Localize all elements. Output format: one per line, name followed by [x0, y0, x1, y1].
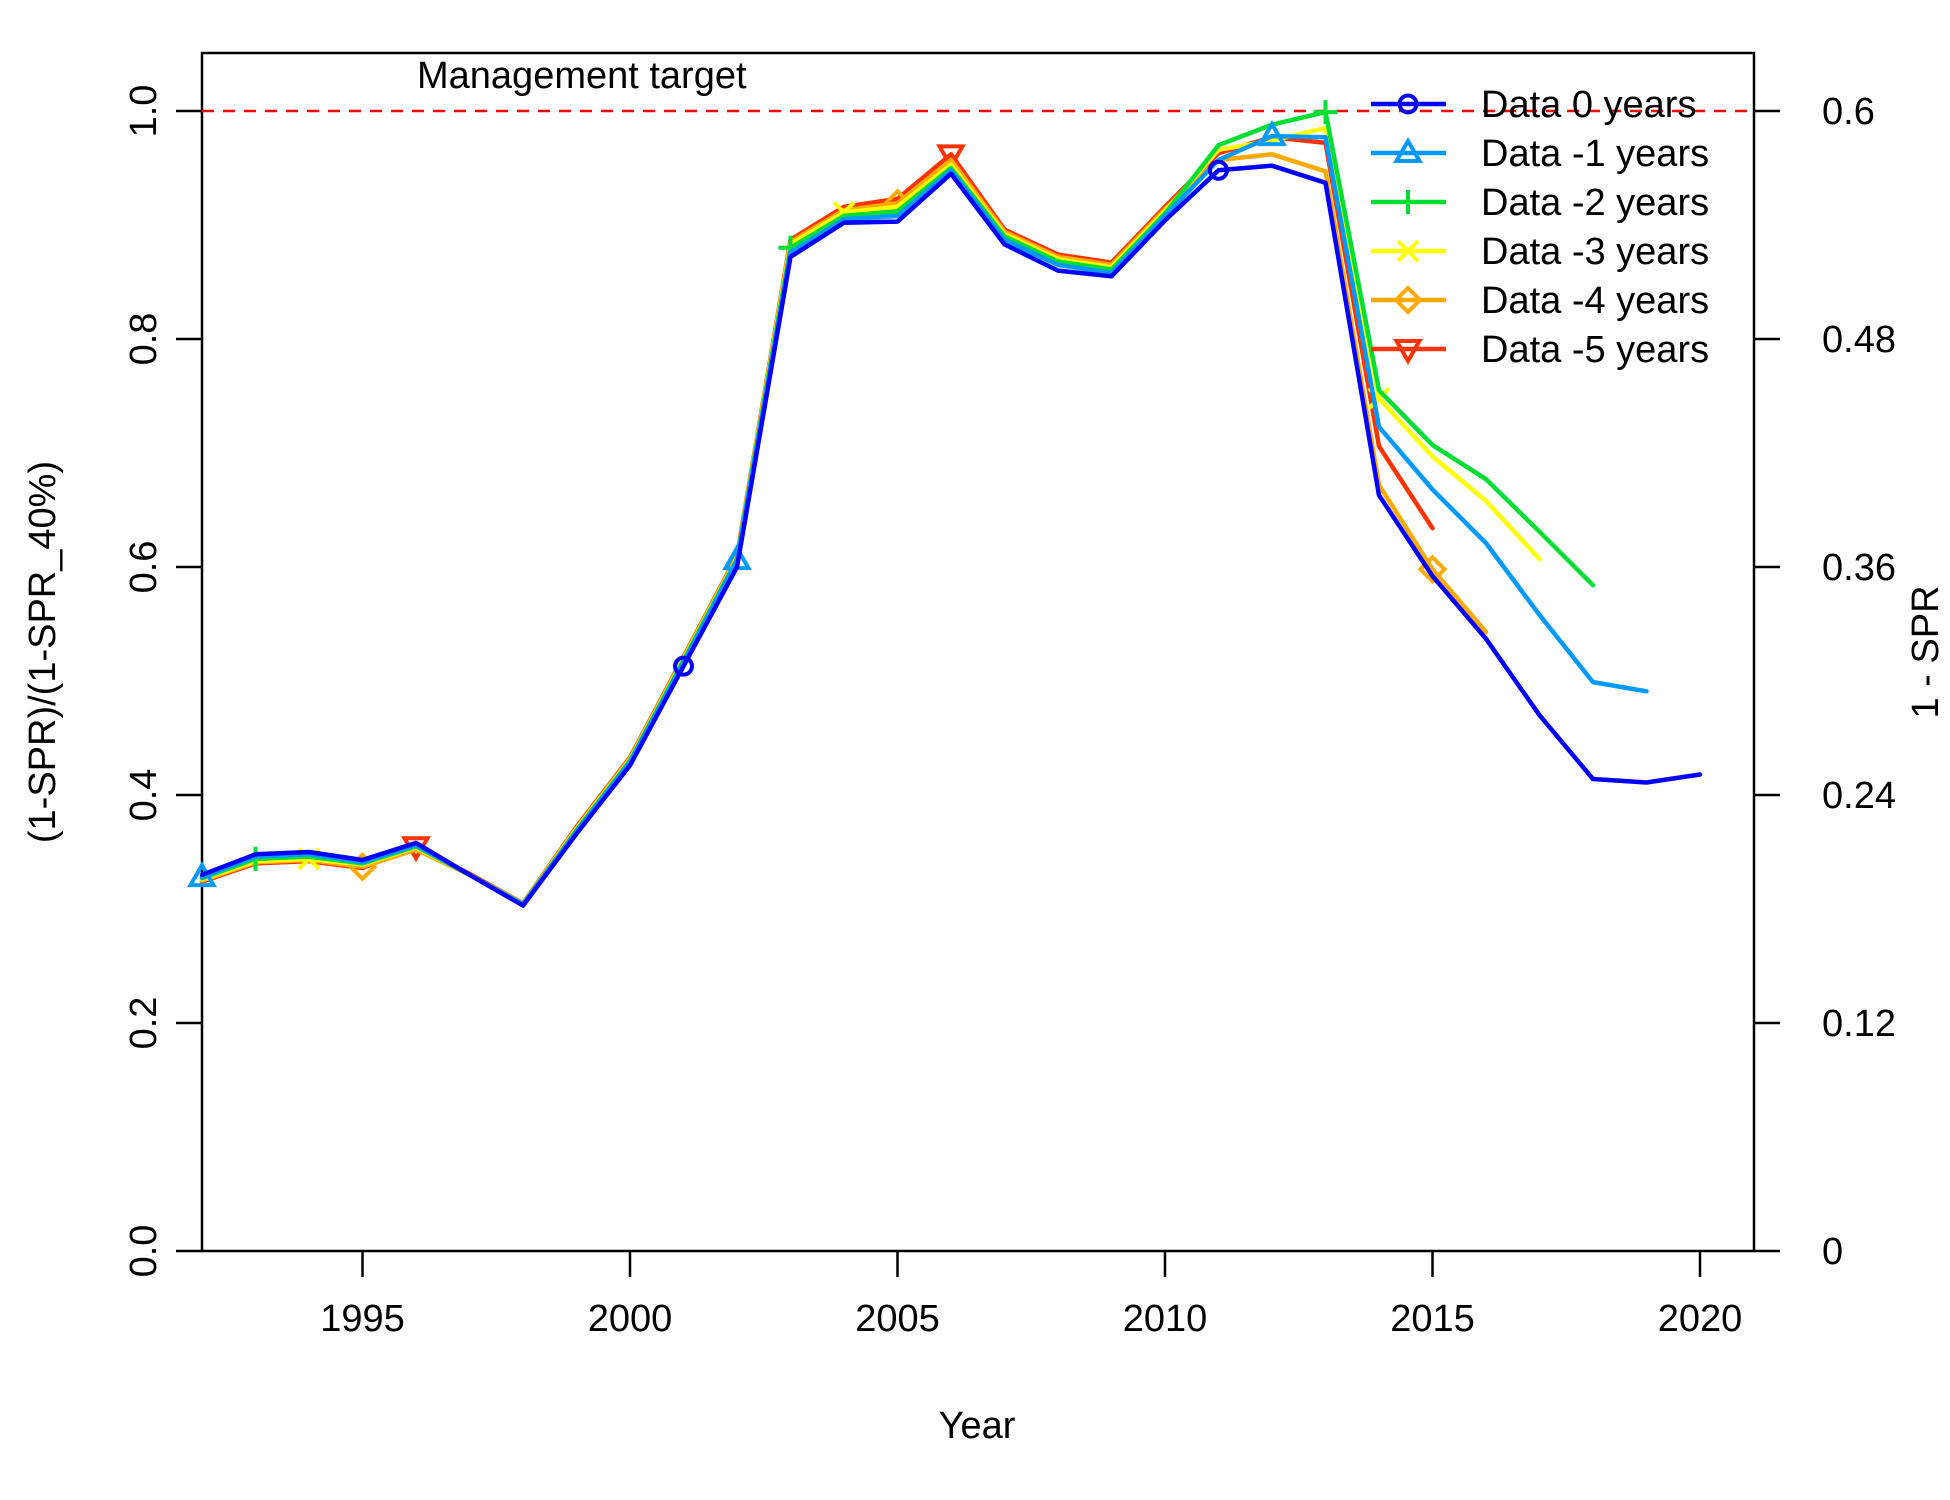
x-tick-label-1: 2000	[588, 1298, 673, 1340]
series-1-point-2	[1257, 120, 1287, 147]
y-tick-label-1: 0.2	[123, 997, 165, 1050]
series-5-point-1	[936, 144, 966, 171]
y2-tick-label-5: 0.6	[1822, 91, 1875, 133]
series-line-0	[199, 163, 1703, 908]
legend-label-1: Data -1 years	[1481, 133, 1709, 175]
y-tick-label-3: 0.6	[123, 541, 165, 594]
y2-axis-label: 1 - SPR	[1905, 585, 1947, 718]
y2-tick-label-1: 0.12	[1822, 1003, 1896, 1045]
legend-marker-2	[1396, 190, 1420, 214]
legend-label-0: Data 0 years	[1481, 84, 1696, 126]
y-tick-label-5: 1.0	[123, 85, 165, 138]
y-tick-label-0: 0.0	[123, 1225, 165, 1278]
series-2-point-2	[1313, 100, 1338, 125]
axes-layer: 1995 2000 2005 2010 2015 2020 0.0 0.2 0.4 0.6 0.8 1…	[123, 85, 1896, 1340]
legend-marker-1	[1393, 136, 1423, 163]
x-tick-label-4: 2015	[1390, 1298, 1475, 1340]
legend: Data 0 years Data -1 years Data -2 years Da…	[1371, 84, 1709, 371]
legend-marker-4	[1393, 285, 1423, 315]
legend-label-3: Data -3 years	[1481, 231, 1709, 273]
y2-tick-label-4: 0.48	[1822, 319, 1896, 361]
y-axis-label: (1-SPR)/(1-SPR_40%)	[22, 461, 64, 843]
x-tick-label-5: 2020	[1658, 1298, 1743, 1340]
y2-tick-label-2: 0.24	[1822, 775, 1896, 817]
legend-marker-5	[1393, 339, 1423, 366]
series-0-point-0	[673, 655, 694, 677]
target-layer: Management target	[202, 55, 1754, 113]
y-tick-label-4: 0.8	[123, 313, 165, 366]
series-0-point-1	[1208, 159, 1229, 181]
y-tick-label-2: 0.4	[123, 769, 165, 822]
plot-frame	[200, 51, 1756, 1253]
legend-marker-0	[1397, 93, 1419, 115]
x-tick-label-0: 1995	[320, 1298, 405, 1340]
x-tick-label-3: 2010	[1123, 1298, 1208, 1340]
y2-tick-label-0: 0	[1822, 1231, 1843, 1273]
legend-label-2: Data -2 years	[1481, 182, 1709, 224]
legend-label-4: Data -4 years	[1481, 280, 1709, 322]
series-layer	[187, 100, 1703, 908]
series-0	[199, 159, 1703, 908]
legend-marker-3	[1396, 239, 1420, 263]
y2-tick-label-3: 0.36	[1822, 547, 1896, 589]
x-axis-label: Year	[939, 1405, 1016, 1447]
legend-label-5: Data -5 years	[1481, 329, 1709, 371]
x-tick-label-2: 2005	[855, 1298, 940, 1340]
management-target-label: Management target	[417, 55, 747, 97]
series-1-point-0	[187, 861, 217, 888]
